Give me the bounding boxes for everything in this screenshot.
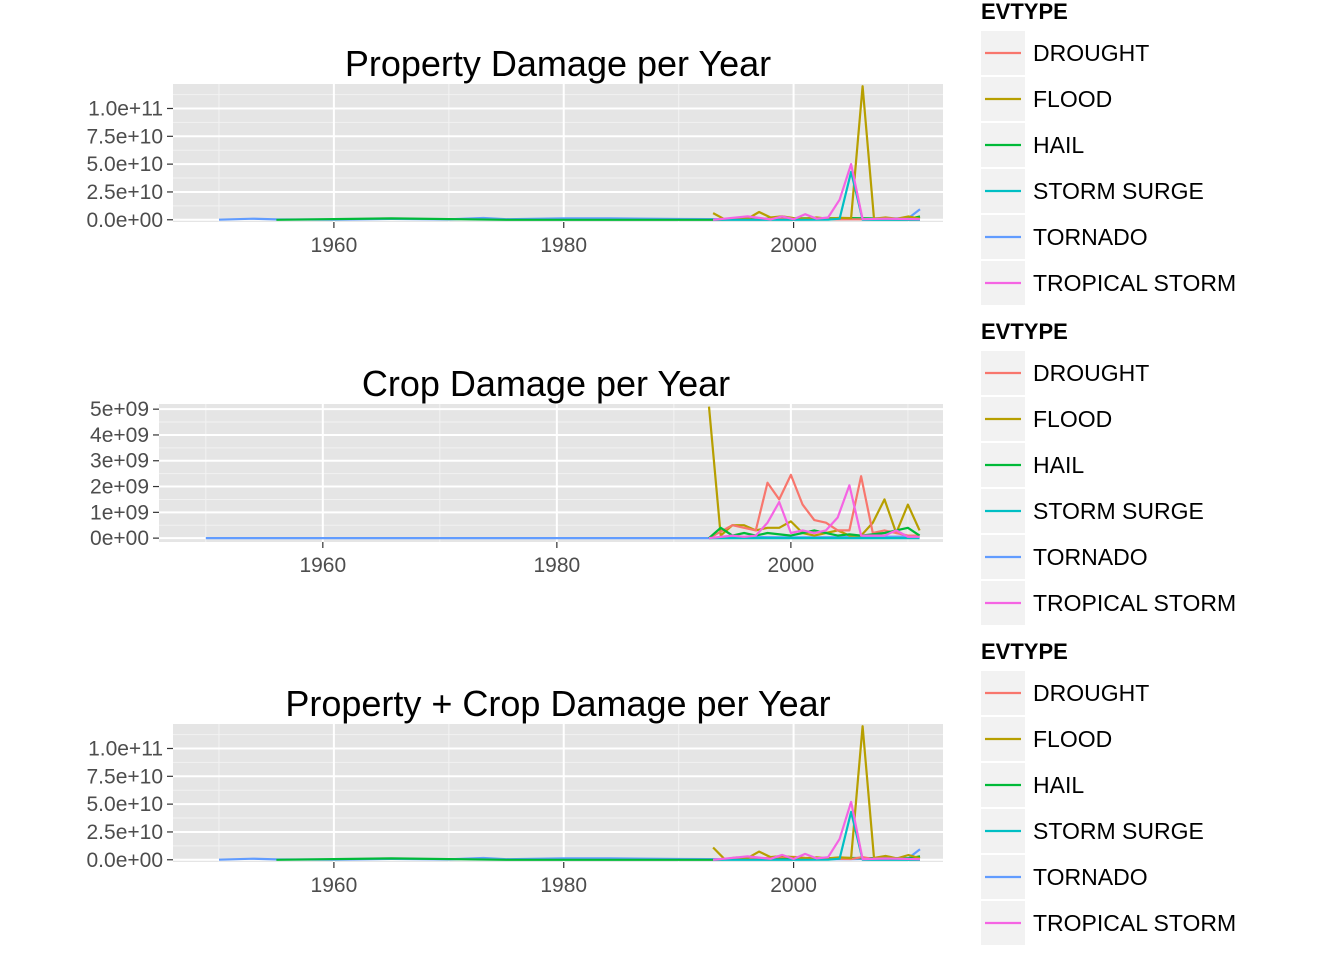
legend-label: FLOOD (1033, 726, 1112, 752)
series-line-tropical-storm (712, 163, 921, 221)
x-tick-label: 2000 (770, 874, 817, 897)
y-tick-label: 0e+00 (90, 527, 149, 550)
series-line-hail (708, 526, 921, 539)
y-tick-label: 1.0e+11 (88, 97, 163, 120)
legend-title: EVTYPE (981, 319, 1068, 344)
x-tick-label: 2000 (770, 234, 817, 257)
x-tick-label: 1980 (533, 554, 580, 577)
legend-label: DROUGHT (1033, 360, 1149, 386)
chart-title: Crop Damage per Year (362, 363, 730, 404)
plot-area: 0.0e+00 2.5e+10 5.0e+10 7.5e+10 1.0e+11 1960 1… (87, 724, 943, 897)
chart-title: Property Damage per Year (345, 43, 771, 84)
y-tick-label: 1e+09 (90, 501, 149, 524)
series-line-flood (707, 406, 921, 537)
legend-label: TORNADO (1033, 224, 1148, 250)
plot-area: 0.0e+00 2.5e+10 5.0e+10 7.5e+10 1.0e+11 1960 1… (87, 84, 943, 257)
y-tick-label: 4e+09 (90, 424, 149, 447)
chart-title: Property + Crop Damage per Year (285, 683, 830, 724)
legend-label: DROUGHT (1033, 680, 1149, 706)
y-tick-label: 2e+09 (90, 476, 149, 499)
legend-label: STORM SURGE (1033, 178, 1204, 204)
y-tick-label: 0.0e+00 (87, 209, 164, 232)
x-tick-label: 1980 (540, 234, 587, 257)
legend-label: FLOOD (1033, 406, 1112, 432)
legend-label: DROUGHT (1033, 40, 1149, 66)
x-tick-label: 1960 (311, 874, 358, 897)
legend-label: HAIL (1033, 772, 1084, 798)
y-tick-label: 2.5e+10 (87, 181, 164, 204)
plot-panel (173, 84, 943, 222)
y-tick-label: 0.0e+00 (87, 849, 164, 872)
legend-title: EVTYPE (981, 639, 1068, 664)
series-line-tropical-storm (708, 484, 920, 540)
series-line-drought (708, 473, 920, 540)
legend-label: TROPICAL STORM (1033, 270, 1236, 296)
legend-title: EVTYPE (981, 0, 1068, 24)
x-tick-label: 1980 (540, 874, 587, 897)
legend-label: HAIL (1033, 132, 1084, 158)
legend-label: TORNADO (1033, 864, 1148, 890)
legend-label: TROPICAL STORM (1033, 590, 1236, 616)
plot-panel (173, 724, 943, 862)
property-damage-chart: Property Damage per Year 0.0e+00 2.5e+10 5… (87, 43, 943, 257)
y-tick-label: 5.0e+10 (87, 793, 164, 816)
y-tick-label: 5e+09 (90, 398, 149, 421)
legend: EVTYPE DROUGHT FLOOD HAIL STORM SURGE TORNADO… (981, 639, 1236, 945)
legend-label: STORM SURGE (1033, 498, 1204, 524)
legend-label: TROPICAL STORM (1033, 910, 1236, 936)
y-tick-label: 2.5e+10 (87, 821, 164, 844)
legend: EVTYPE DROUGHT FLOOD HAIL STORM SURGE TORNADO… (981, 0, 1236, 305)
total-damage-chart: Property + Crop Damage per Year 0.0e+00 2… (87, 683, 943, 897)
legend-label: TORNADO (1033, 544, 1148, 570)
legend-label: STORM SURGE (1033, 818, 1204, 844)
x-tick-label: 1960 (311, 234, 358, 257)
y-tick-label: 7.5e+10 (87, 765, 164, 788)
y-tick-label: 1.0e+11 (88, 737, 163, 760)
series-line-storm-surge (713, 810, 920, 861)
y-tick-label: 7.5e+10 (87, 125, 164, 148)
plot-panel (159, 404, 943, 542)
series-line-tropical-storm (712, 800, 921, 861)
y-tick-label: 3e+09 (90, 450, 149, 473)
legend-label: FLOOD (1033, 86, 1112, 112)
legend: EVTYPE DROUGHT FLOOD HAIL STORM SURGE TORNADO… (981, 319, 1236, 625)
legend-label: HAIL (1033, 452, 1084, 478)
x-tick-label: 1960 (299, 554, 346, 577)
legends: EVTYPE DROUGHT FLOOD HAIL STORM SURGE TORNADO… (981, 0, 1236, 945)
x-tick-label: 2000 (768, 554, 815, 577)
y-tick-label: 5.0e+10 (87, 153, 164, 176)
